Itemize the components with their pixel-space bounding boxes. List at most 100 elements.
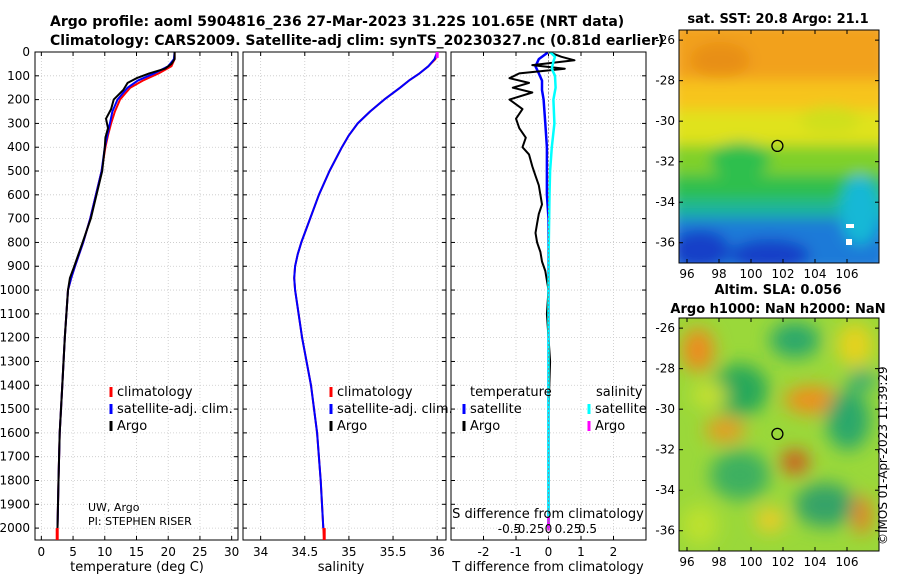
plot-area xyxy=(243,52,446,540)
x-tick-label: 20 xyxy=(161,545,176,559)
sla-map-field xyxy=(679,318,879,551)
y-tick-label: 300 xyxy=(7,116,30,130)
sla-color-patch xyxy=(837,323,873,367)
sla-color-patch xyxy=(781,450,809,474)
sst-color-patch xyxy=(679,230,730,263)
y-tick-label: 700 xyxy=(7,212,30,226)
x-tick-label: 25 xyxy=(192,545,207,559)
sst-map-blur xyxy=(679,30,879,263)
salinity-legend: climatology satellite-adj. clim. Argo xyxy=(329,385,453,434)
sla-color-patch xyxy=(712,364,768,416)
y-tick-label: -34 xyxy=(655,483,675,497)
x-tick-label: 35 xyxy=(341,545,356,559)
x-tick-label: 104 xyxy=(804,555,827,569)
y-tick-label: -34 xyxy=(655,195,675,209)
y-tick-label: 0 xyxy=(22,45,30,59)
sst-map: 96 98 100 102 104 106 -26 -28 -30 -32 -34 -36 xyxy=(655,29,880,281)
sla-color-patch xyxy=(784,386,840,414)
sla-map-blur xyxy=(682,322,876,545)
x-tick-label: 10 xyxy=(97,545,112,559)
x-tick-label: 34 xyxy=(253,545,268,559)
x-tick-label: 100 xyxy=(740,267,763,281)
x-tick-label: 106 xyxy=(836,555,859,569)
sla-color-patch xyxy=(756,508,784,532)
imos-timestamp: ©IMOS 01-Apr-2023 11:39:29 xyxy=(876,366,890,545)
x-tick-label: 0 xyxy=(38,545,46,559)
y-tick-label: 200 xyxy=(7,93,30,107)
temperature-legend: climatology satellite-adj. clim. Argo xyxy=(109,385,233,434)
pi-annotation-line-1: UW, Argo xyxy=(88,501,140,514)
x-tick-label: 1 xyxy=(577,545,585,559)
legend-label: satellite xyxy=(595,402,647,417)
temperature-panel: 0 5 10 15 20 25 300100200300400500600700800900… xyxy=(0,45,239,559)
y-tick-label: 100 xyxy=(7,69,30,83)
y-tick-label: 400 xyxy=(7,140,30,154)
legend-label: satellite-adj. clim. xyxy=(337,402,453,417)
x-tick-label: 5 xyxy=(69,545,77,559)
x-tick-label: 102 xyxy=(772,267,795,281)
y-tick-label: 1600 xyxy=(0,426,30,440)
temperature-xlabel: temperature (deg C) xyxy=(70,560,204,575)
sla-map: 96 98 100 102 104 106 -26 -28 -30 -32 -34 -36 xyxy=(655,317,880,569)
x-tick-label: -1 xyxy=(510,545,522,559)
sst-color-patch xyxy=(800,106,860,134)
y-tick-label: -32 xyxy=(655,443,675,457)
y-tick-label: 2000 xyxy=(0,521,30,535)
y-tick-label: 1500 xyxy=(0,402,30,416)
x-tick-label: 35.5 xyxy=(380,545,407,559)
y-tick-label: -32 xyxy=(655,155,675,169)
y-tick-label: -30 xyxy=(655,402,675,416)
series-group xyxy=(56,52,176,540)
series-line-satellite-adj-clim- xyxy=(293,52,439,529)
legend-label: Argo xyxy=(595,419,625,434)
x-tick-label: 15 xyxy=(129,545,144,559)
sla-map-title: Altim. SLA: 0.056 xyxy=(715,283,842,298)
x-tick-label: 0 xyxy=(545,545,553,559)
y-tick-label: -26 xyxy=(655,33,675,47)
x-tick-label: 100 xyxy=(740,555,763,569)
legend-label: climatology xyxy=(337,385,413,400)
s-tick-label: 0 xyxy=(545,522,553,536)
x-tick-label: 2 xyxy=(610,545,618,559)
y-tick-label: 1000 xyxy=(0,283,30,297)
y-tick-label: -30 xyxy=(655,114,675,128)
map-frame xyxy=(678,29,880,264)
sst-map-field xyxy=(679,30,879,263)
legend-label: satellite xyxy=(470,402,522,417)
map-frame xyxy=(678,317,880,552)
y-tick-label: 600 xyxy=(7,188,30,202)
sla-map-subtitle: Argo h1000: NaN h2000: NaN xyxy=(670,302,885,317)
sst-missing-data-patch xyxy=(846,224,854,228)
series-group xyxy=(293,52,439,540)
plot-frame xyxy=(242,51,447,541)
y-tick-label: 1100 xyxy=(0,307,30,321)
y-tick-label: 900 xyxy=(7,259,30,273)
figure-title-line-1: Argo profile: aoml 5904816_236 27-Mar-20… xyxy=(50,14,625,30)
x-tick-label: 98 xyxy=(711,555,726,569)
y-tick-label: 1700 xyxy=(0,450,30,464)
y-tick-label: -28 xyxy=(655,362,675,376)
series-line-argo xyxy=(56,52,176,529)
x-tick-label: 96 xyxy=(679,267,694,281)
pi-annotation-line-2: PI: STEPHEN RISER xyxy=(88,515,192,528)
y-tick-label: -36 xyxy=(655,524,675,538)
x-tick-label: 104 xyxy=(804,267,827,281)
sla-color-patch xyxy=(692,383,728,407)
difference-legend: temperature salinity satellite Argo satellit… xyxy=(462,385,647,434)
figure-title-line-2: Climatology: CARS2009. Satellite-adj cli… xyxy=(50,33,665,49)
y-tick-label: -28 xyxy=(655,74,675,88)
y-tick-label: 1200 xyxy=(0,331,30,345)
sla-color-patch xyxy=(795,483,855,527)
sst-color-patch xyxy=(710,142,770,178)
y-tick-label: 500 xyxy=(7,164,30,178)
x-tick-label: 102 xyxy=(772,555,795,569)
x-tick-label: 98 xyxy=(711,267,726,281)
salinity-panel: 34 34.5 35 35.5 36 climatology satellite-adj. … xyxy=(242,51,453,559)
sla-color-patch xyxy=(853,495,871,535)
legend-label: satellite-adj. clim. xyxy=(117,402,233,417)
y-tick-label: 1300 xyxy=(0,354,30,368)
sla-color-patch xyxy=(848,370,876,390)
x-tick-label: 34.5 xyxy=(291,545,318,559)
x-tick-label: 106 xyxy=(836,267,859,281)
